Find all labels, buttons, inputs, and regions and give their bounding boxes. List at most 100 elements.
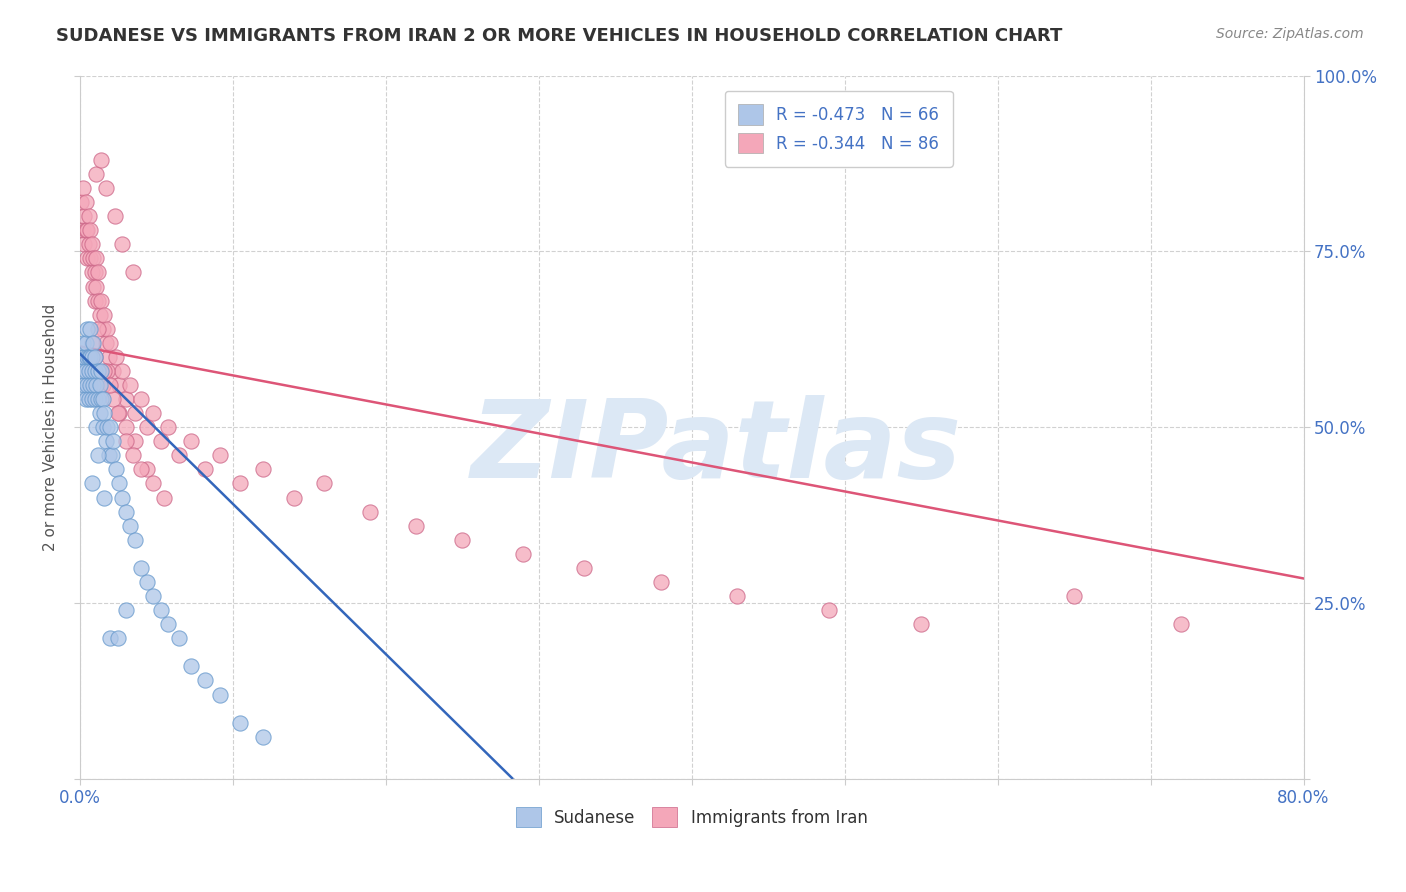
Point [167,448,190,462]
Point [111,364,134,378]
Point [82,279,104,293]
Point [91,392,114,406]
Point [122,265,145,279]
Point [93,308,115,322]
Point [283,491,305,505]
Point [149,603,172,617]
Point [80,364,103,378]
Point [90,392,112,406]
Point [70,195,93,210]
Point [252,730,274,744]
Point [86,252,108,266]
Point [86,279,108,293]
Point [91,420,114,434]
Point [91,378,114,392]
Point [84,265,107,279]
Point [94,181,117,195]
Point [91,322,114,336]
Point [93,406,115,420]
Point [114,420,136,434]
Point [87,364,110,378]
Point [79,350,101,364]
Point [114,603,136,617]
Point [100,448,122,462]
Point [252,462,274,476]
Point [910,617,932,632]
Point [136,462,159,476]
Point [73,350,96,364]
Point [194,673,217,688]
Point [84,350,107,364]
Point [84,392,107,406]
Point [90,293,112,308]
Point [90,364,112,378]
Point [75,195,97,210]
Point [124,533,146,547]
Point [512,547,534,561]
Point [105,462,128,476]
Point [79,252,101,266]
Point [111,491,134,505]
Point [107,406,129,420]
Point [93,491,115,505]
Point [209,448,232,462]
Point [76,350,98,364]
Point [98,335,121,350]
Point [89,378,111,392]
Point [98,420,121,434]
Point [76,223,98,237]
Point [77,364,100,378]
Point [120,378,142,392]
Point [180,434,202,449]
Text: Source: ZipAtlas.com: Source: ZipAtlas.com [1216,27,1364,41]
Point [80,350,103,364]
Point [82,335,104,350]
Point [157,617,180,632]
Point [72,364,94,378]
Point [87,265,110,279]
Point [229,476,252,491]
Point [104,209,127,223]
Point [157,420,180,434]
Point [89,308,111,322]
Point [120,518,142,533]
Point [96,420,118,434]
Point [86,167,108,181]
Point [574,561,596,575]
Point [107,632,129,646]
Point [86,420,108,434]
Point [152,491,174,505]
Point [77,237,100,252]
Text: SUDANESE VS IMMIGRANTS FROM IRAN 2 OR MORE VEHICLES IN HOUSEHOLD CORRELATION CHA: SUDANESE VS IMMIGRANTS FROM IRAN 2 OR MO… [56,27,1063,45]
Point [77,392,100,406]
Point [79,378,101,392]
Point [84,364,107,378]
Point [818,603,841,617]
Point [96,364,118,378]
Point [129,462,152,476]
Point [79,322,101,336]
Point [1063,589,1085,603]
Point [77,209,100,223]
Point [359,505,381,519]
Point [405,518,427,533]
Point [93,364,115,378]
Point [98,378,121,392]
Point [114,392,136,406]
Point [650,574,672,589]
Point [70,385,93,400]
Point [76,322,98,336]
Point [108,378,131,392]
Legend: Sudanese, Immigrants from Iran: Sudanese, Immigrants from Iran [509,800,875,834]
Point [149,434,172,449]
Point [209,688,232,702]
Text: ZIPatlas: ZIPatlas [471,395,962,501]
Point [124,406,146,420]
Point [727,589,749,603]
Y-axis label: 2 or more Vehicles in Household: 2 or more Vehicles in Household [44,303,58,551]
Point [73,378,96,392]
Point [103,392,125,406]
Point [94,434,117,449]
Point [75,392,97,406]
Point [98,632,121,646]
